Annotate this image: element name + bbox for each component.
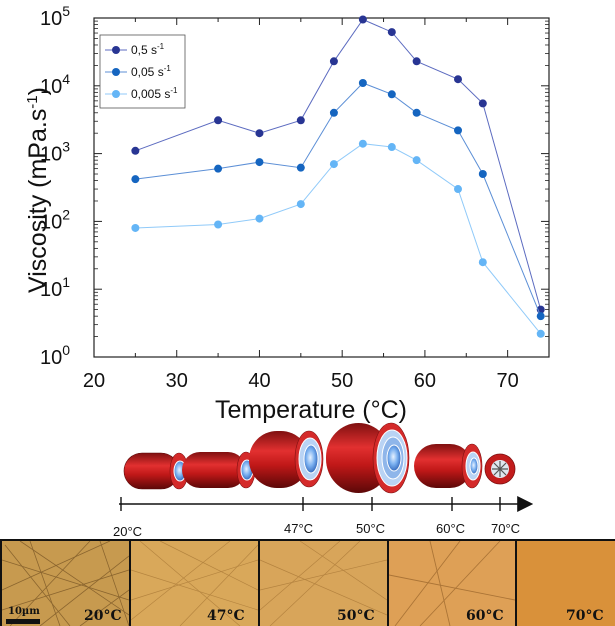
- plot-frame: [93, 17, 550, 358]
- micrograph-strip: 10µm 20°C 47°C 50°C: [0, 539, 615, 626]
- data-point: [214, 220, 223, 229]
- legend-item-1: 0,05 s-1: [105, 64, 171, 79]
- timeline-label-60: 60°C: [436, 521, 465, 536]
- data-point: [296, 163, 305, 172]
- data-point: [454, 75, 462, 84]
- timeline-label-20: 20°C: [113, 524, 142, 539]
- timeline-label-47: 47°C: [284, 521, 313, 536]
- micrograph-panel-47c: 47°C: [130, 540, 259, 626]
- data-point: [454, 126, 462, 135]
- legend: 0,5 s-1 0,05 s-1 0,005 s-1: [99, 34, 186, 109]
- data-point: [329, 160, 338, 169]
- data-point: [358, 139, 367, 148]
- data-point: [454, 185, 462, 194]
- legend-label-2: 0,005 s-1: [131, 86, 178, 101]
- series-layer: [131, 15, 545, 338]
- tube-47c: [249, 430, 324, 488]
- legend-item-0: 0,5 s-1: [105, 42, 165, 57]
- x-tick-label: 50: [331, 370, 353, 392]
- data-point: [329, 108, 338, 117]
- series-0: [131, 15, 545, 314]
- x-tick-label: 30: [166, 370, 188, 392]
- legend-item-2: 0,005 s-1: [105, 86, 178, 101]
- data-point: [478, 258, 487, 267]
- legend-marker-0: [112, 46, 120, 54]
- x-axis-title: Temperature (°C): [215, 396, 407, 424]
- fibers-47c: [130, 540, 259, 626]
- tube-30c: [182, 451, 256, 489]
- x-tick-label: 70: [497, 370, 519, 392]
- series-1: [131, 78, 545, 321]
- data-point: [387, 28, 396, 37]
- data-point: [255, 214, 264, 223]
- x-tick-labels: 20 30 40 50 60 70: [83, 370, 519, 392]
- fibers-50c: [259, 540, 388, 626]
- data-point: [131, 146, 140, 155]
- micrograph-label-20c: 20°C: [84, 608, 122, 624]
- series-2: [131, 139, 545, 338]
- micelle-illustrations: [123, 422, 516, 494]
- y-tick-label: 103: [40, 139, 70, 166]
- data-point: [536, 312, 545, 321]
- x-tick-label: 60: [414, 370, 436, 392]
- micrograph-panel-60c: 60°C: [388, 540, 516, 626]
- data-point: [296, 200, 305, 209]
- y-tick-label: 104: [40, 71, 70, 98]
- legend-label-0: 0,5 s-1: [131, 42, 165, 57]
- data-point: [329, 57, 338, 66]
- micrograph-label-60c: 60°C: [466, 608, 504, 624]
- data-point: [412, 156, 421, 165]
- major-ticks: [93, 17, 549, 358]
- spherical-micelle-70c: [484, 453, 516, 485]
- micrograph-panel-70c: 70°C: [517, 541, 615, 626]
- y-tick-labels: 100 101 102 103 104 105: [40, 3, 70, 369]
- temperature-timeline: 20°C 47°C 50°C 60°C 70°C: [113, 496, 534, 539]
- micrograph-label-47c: 47°C: [207, 608, 245, 624]
- scale-bar: [6, 619, 40, 624]
- micrograph-label-50c: 50°C: [337, 608, 375, 624]
- data-point: [478, 99, 487, 108]
- minor-ticks: [94, 18, 549, 357]
- timeline-label-50: 50°C: [356, 521, 385, 536]
- tube-20c: [123, 452, 189, 490]
- y-tick-label: 101: [40, 274, 70, 301]
- data-point: [387, 143, 396, 152]
- y-axis-title: Viscosity (mPa.s-1): [24, 87, 52, 293]
- data-point: [255, 158, 264, 167]
- scale-bar-label: 10µm: [8, 606, 40, 617]
- data-point: [131, 175, 140, 184]
- legend-marker-1: [112, 68, 120, 76]
- data-point: [358, 15, 367, 24]
- y-tick-label: 100: [40, 342, 70, 369]
- data-point: [536, 329, 545, 338]
- data-point: [214, 164, 223, 173]
- data-point: [412, 57, 421, 66]
- data-point: [358, 78, 367, 87]
- legend-marker-2: [112, 90, 120, 98]
- data-point: [214, 116, 223, 125]
- data-point: [412, 108, 421, 117]
- data-point: [478, 170, 487, 179]
- data-point: [387, 90, 396, 99]
- data-point: [255, 129, 264, 138]
- viscosity-chart: 20 30 40 50 60 70 100 101 102 103 104 105 Temperat…: [24, 3, 550, 424]
- y-tick-label: 102: [40, 206, 70, 233]
- tube-60c: [414, 443, 483, 489]
- timeline-label-70: 70°C: [491, 521, 520, 536]
- x-tick-label: 20: [83, 370, 105, 392]
- micrograph-panel-50c: 50°C: [259, 540, 388, 626]
- series-line-0: [135, 18, 542, 310]
- fibers-20c: [1, 540, 130, 626]
- y-tick-label: 105: [40, 3, 70, 30]
- data-point: [131, 223, 140, 232]
- micrograph-panel-20c: 10µm 20°C: [1, 540, 130, 626]
- series-line-1: [135, 82, 542, 317]
- legend-label-1: 0,05 s-1: [131, 64, 171, 79]
- x-tick-label: 40: [248, 370, 270, 392]
- tube-50c: [326, 422, 410, 494]
- fibers-60c: [388, 540, 516, 626]
- micrograph-label-70c: 70°C: [566, 608, 604, 624]
- data-point: [296, 116, 305, 125]
